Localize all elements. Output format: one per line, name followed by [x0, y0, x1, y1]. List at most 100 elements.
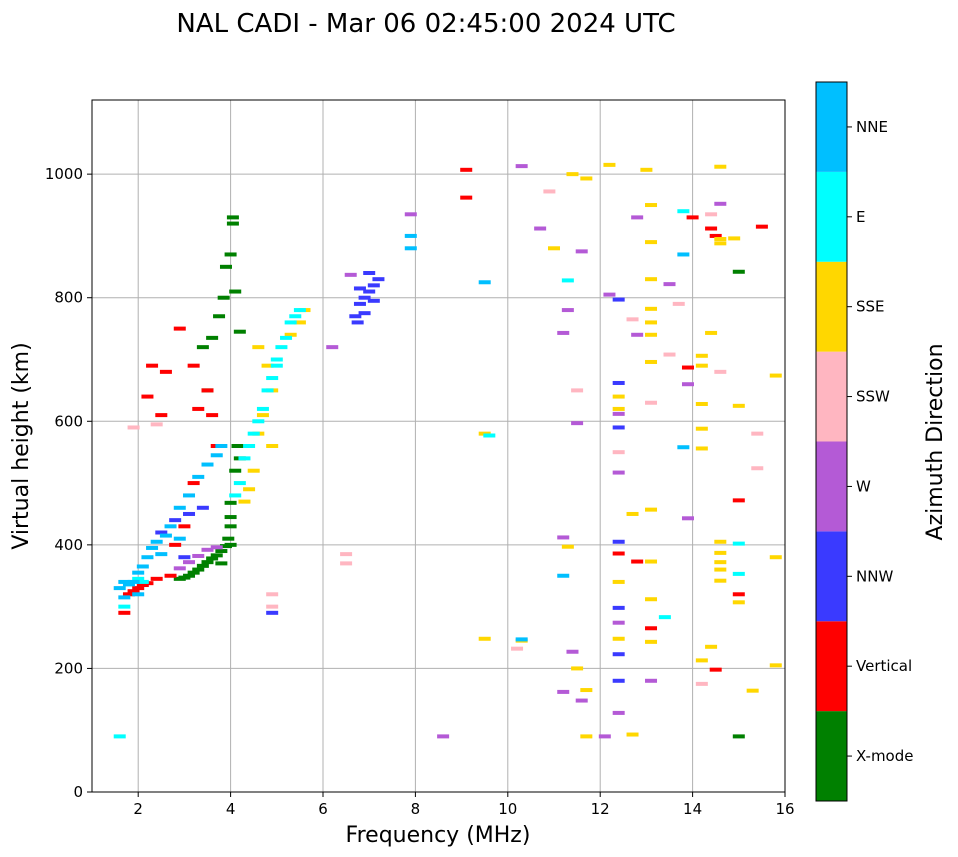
data-point-nne — [210, 453, 223, 458]
data-point-sse — [612, 579, 625, 584]
data-point-sse — [626, 511, 639, 516]
data-point-nne — [136, 564, 149, 569]
data-point-x-mode — [219, 264, 232, 269]
data-point-sse — [695, 363, 708, 368]
data-point-nnw — [612, 539, 625, 544]
data-point-vertical — [173, 326, 186, 331]
data-point-x-mode — [217, 295, 230, 300]
data-point-w — [183, 560, 196, 565]
data-point-sse — [714, 539, 727, 544]
data-point-e — [561, 278, 574, 283]
data-point-w — [645, 678, 658, 683]
data-point-vertical — [169, 542, 182, 547]
data-point-nne — [127, 579, 140, 584]
x-tick-label: 14 — [683, 800, 702, 818]
data-point-sse — [695, 401, 708, 406]
data-point-sse — [645, 320, 658, 325]
data-point-sse — [626, 732, 639, 737]
data-point-nne — [132, 570, 145, 575]
colorbar-swatch-nne — [816, 82, 847, 172]
data-point-nnw — [612, 297, 625, 302]
data-point-ssw — [612, 450, 625, 455]
data-point-vertical — [631, 559, 644, 564]
data-point-vertical — [460, 167, 473, 172]
data-point-vertical — [127, 589, 140, 594]
colorbar-label: W — [856, 477, 871, 495]
data-point-nne — [677, 445, 690, 450]
x-axis-ticks: 2 4 6 8 10 12 14 16 — [133, 792, 795, 818]
data-point-ssw — [266, 592, 279, 597]
data-point-w — [598, 734, 611, 739]
data-point-e — [293, 308, 306, 313]
data-point-w — [571, 421, 584, 426]
data-point-sse — [714, 164, 727, 169]
data-point-nnw — [358, 295, 371, 300]
data-point-vertical — [681, 365, 694, 370]
data-point-x-mode — [222, 536, 235, 541]
x-tick-label: 16 — [775, 800, 794, 818]
data-point-w — [344, 272, 357, 277]
colorbar-title: Azimuth Direction — [923, 343, 948, 540]
data-point-ssw — [695, 681, 708, 686]
data-point-sse — [293, 320, 306, 325]
data-point-ssw — [751, 466, 764, 471]
x-tick-label: 6 — [318, 800, 328, 818]
data-point-x-mode — [192, 567, 205, 572]
data-point-w — [192, 553, 205, 558]
data-point-sse — [612, 636, 625, 641]
chart-title: NAL CADI - Mar 06 02:45:00 2024 UTC — [176, 9, 675, 39]
data-point-vertical — [460, 195, 473, 200]
data-point-w — [631, 215, 644, 220]
data-point-sse — [714, 550, 727, 555]
data-point-sse — [243, 487, 256, 492]
data-point-sse — [695, 446, 708, 451]
data-point-sse — [645, 597, 658, 602]
colorbar-swatch-w — [816, 441, 847, 532]
data-point-x-mode — [213, 314, 226, 319]
data-point-nnw — [612, 380, 625, 385]
data-point-sse — [548, 246, 560, 251]
data-point-sse — [645, 240, 658, 245]
data-point-w — [575, 249, 588, 254]
data-point-vertical — [686, 215, 699, 220]
data-point-sse — [640, 167, 653, 172]
data-point-sse — [714, 241, 727, 246]
data-point-ssw — [663, 352, 676, 357]
data-point-nnw — [612, 605, 625, 610]
data-point-x-mode — [206, 335, 219, 340]
data-point-nne — [677, 252, 690, 257]
data-point-ssw — [714, 369, 727, 374]
data-point-w — [404, 212, 417, 217]
data-point-x-mode — [187, 570, 200, 575]
data-point-e — [256, 406, 269, 411]
data-point-vertical — [612, 551, 625, 556]
data-point-vertical — [732, 592, 745, 597]
data-point-e — [270, 357, 283, 362]
data-point-ssw — [511, 646, 524, 651]
data-point-sse — [580, 176, 593, 181]
data-point-ssw — [340, 552, 353, 557]
data-point-nne — [122, 582, 135, 587]
data-point-vertical — [141, 394, 154, 399]
x-tick-label: 4 — [226, 800, 236, 818]
data-point-nne — [113, 586, 126, 591]
data-point-sse — [728, 236, 741, 241]
data-point-nnw — [266, 610, 279, 615]
data-point-e — [229, 493, 242, 498]
data-point-w — [534, 226, 547, 231]
data-point-vertical — [187, 363, 200, 368]
data-point-e — [118, 604, 131, 609]
data-point-nne — [404, 246, 417, 251]
colorbar-swatch-ssw — [816, 351, 847, 442]
data-point-vertical — [645, 626, 658, 631]
data-point-nnw — [363, 289, 376, 294]
data-point-vertical — [164, 573, 177, 578]
data-point-nne — [173, 505, 186, 510]
colorbar: X-mode Vertical NNW W SSW SSE E NNE — [815, 81, 913, 802]
data-point-ssw — [127, 425, 140, 430]
data-point-x-mode — [226, 215, 239, 220]
data-point-vertical — [150, 576, 163, 581]
colorbar-label: NNE — [856, 118, 888, 136]
data-point-x-mode — [229, 289, 242, 294]
